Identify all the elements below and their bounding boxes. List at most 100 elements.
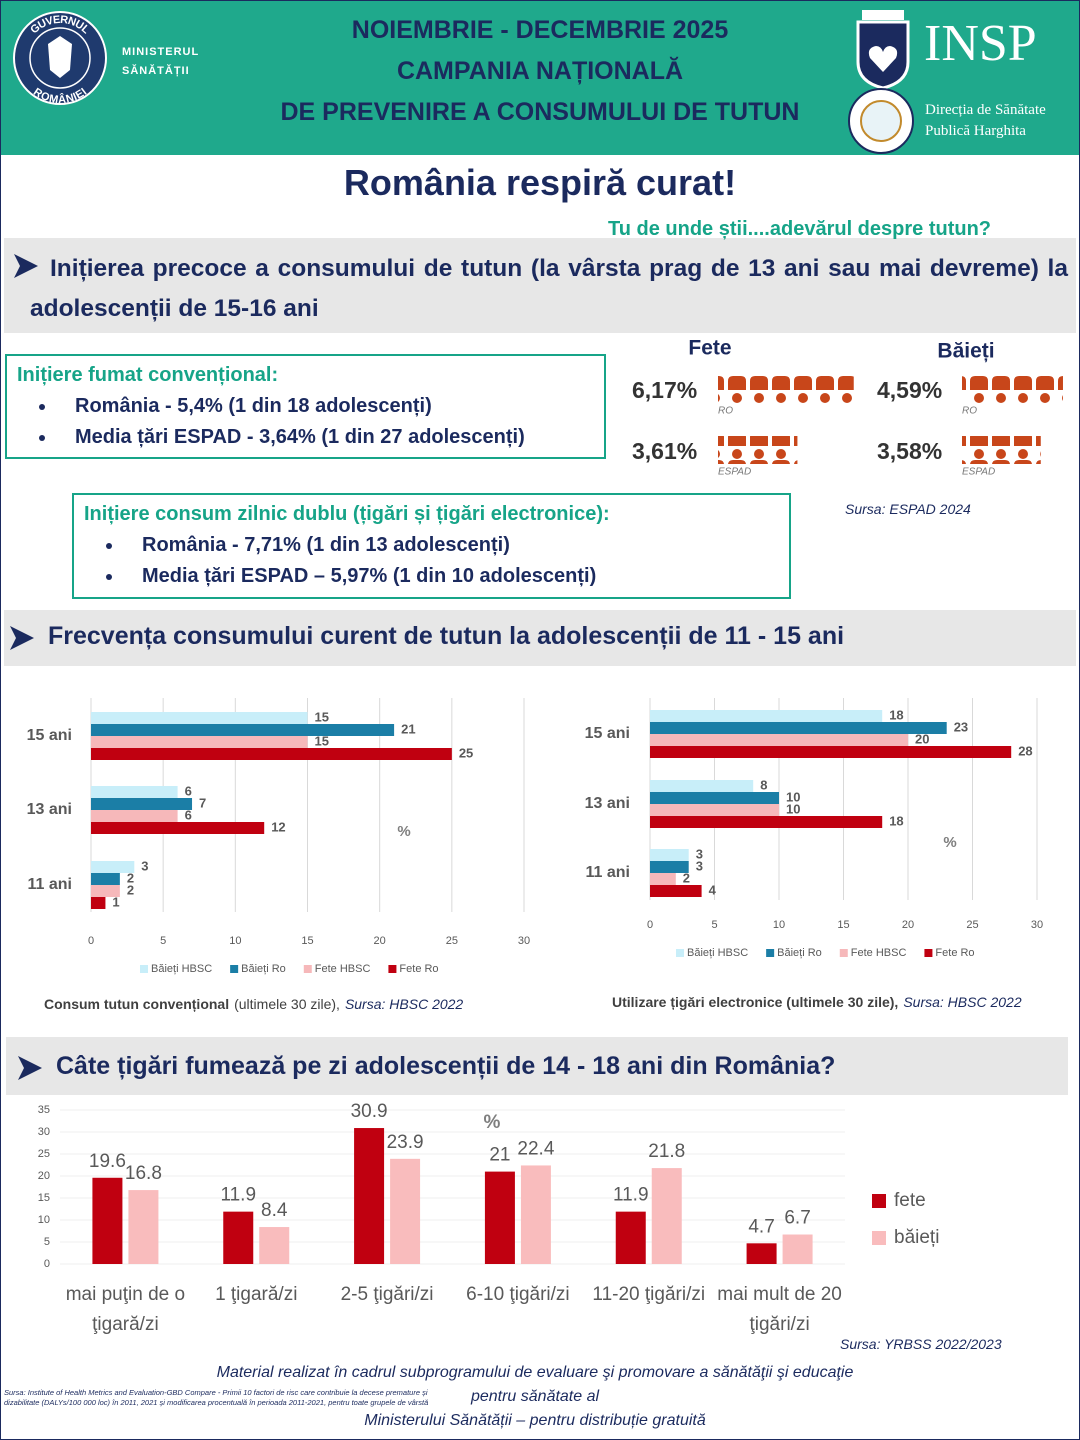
box-item: Media țări ESPAD - 3,64% (1 din 27 adole… <box>57 422 594 453</box>
x-tick-label: mai puţin de o ţigară/zi <box>65 1284 186 1335</box>
legend-label: Băieți HBSC <box>151 963 212 975</box>
value-label: 3 <box>696 858 703 873</box>
footer-note: Sursa: Institute of Health Metrics and E… <box>4 1388 429 1407</box>
bar <box>91 712 308 724</box>
x-tick-label: 25 <box>966 919 978 931</box>
bar <box>484 1171 515 1264</box>
seal-ring <box>29 27 91 89</box>
x-tick-label: 25 <box>446 935 458 947</box>
x-tick-label: 0 <box>647 919 653 931</box>
dsp-name: Direcția de Sănătate Publică Harghita <box>925 100 1046 142</box>
pictogram-title: Fete <box>688 337 731 360</box>
value-label: 2 <box>683 870 690 885</box>
ministry: MINISTERUL SĂNĂTĂȚII <box>122 43 199 81</box>
value-label: 8 <box>760 777 767 792</box>
bar <box>650 873 676 885</box>
value-label: 11.9 <box>220 1185 256 1206</box>
value-label: 10 <box>786 801 800 816</box>
bar <box>91 736 308 748</box>
value-label: 3 <box>696 846 703 861</box>
legend-swatch <box>872 1194 886 1208</box>
legend-label: Băieți Ro <box>777 947 822 959</box>
legend-swatch <box>140 965 148 973</box>
arrow-icon <box>10 626 34 650</box>
annotation: % <box>943 834 956 851</box>
bar <box>91 873 120 885</box>
box-list: România - 7,71% (1 din 13 adolescenți) M… <box>84 530 779 592</box>
x-tick-label: 1 ţigară/zi <box>215 1284 298 1305</box>
bar <box>91 897 106 909</box>
legend-swatch <box>872 1231 886 1245</box>
pictogram-label: ESPAD <box>718 467 751 478</box>
value-label: 18 <box>889 707 903 722</box>
insp-crown <box>862 10 904 20</box>
campaign-line: NOIEMBRIE - DECEMBRIE 2025 <box>351 16 729 44</box>
value-label: 2 <box>127 882 134 897</box>
campaign-line: DE PREVENIRE A CONSUMULUI DE TUTUN <box>280 98 800 126</box>
bar <box>650 849 689 861</box>
insp-name: INSP <box>924 15 1037 72</box>
value-label: 2 <box>127 870 134 885</box>
caption-part: Sursa: HBSC 2022 <box>903 994 1021 1010</box>
bar <box>91 748 452 760</box>
legend-label: băieți <box>894 1227 939 1248</box>
x-tick-label: 20 <box>374 935 386 947</box>
bar <box>650 734 908 746</box>
y-tick-label: 13 ani <box>585 795 630 812</box>
bar <box>91 724 395 736</box>
value-label: 30.9 <box>351 1101 388 1122</box>
bar <box>91 810 178 822</box>
bar <box>650 861 689 873</box>
footer-material: Material realizat în cadrul subprogramul… <box>60 1361 1010 1433</box>
section-heading: Câte țigări fumează pe zi adolescenții d… <box>56 1052 836 1080</box>
value-label: 6.7 <box>784 1208 810 1229</box>
x-tick-label: 5 <box>711 919 717 931</box>
value-label: 21.8 <box>648 1141 685 1162</box>
bar <box>650 722 947 734</box>
info-box: Inițiere fumat convențional: România - 5… <box>5 354 606 459</box>
pictogram-label: RO <box>962 406 977 417</box>
footer-line: Material realizat în cadrul subprogramul… <box>216 1364 854 1381</box>
x-tick-label: 10 <box>773 919 785 931</box>
bar <box>520 1165 551 1264</box>
legend-swatch <box>839 949 848 957</box>
legend-swatch <box>230 965 239 973</box>
value-label: 4 <box>709 882 717 897</box>
legend-swatch <box>303 965 312 973</box>
legend-swatch <box>924 949 933 957</box>
info-box: Inițiere consum zilnic dublu (țigări și … <box>72 493 791 599</box>
box-item: România - 5,4% (1 din 18 adolescenți) <box>57 391 594 422</box>
value-label: 4.7 <box>748 1216 774 1237</box>
x-tick-label: 11-20 ţigări/zi <box>592 1284 706 1305</box>
footer-line: pentru sănătate al <box>470 1388 600 1405</box>
bar <box>746 1243 777 1264</box>
legend-label: Fete Ro <box>399 963 438 975</box>
source: Sursa: YRBSS 2022/2023 <box>840 1336 1002 1352</box>
bar <box>91 786 178 798</box>
seal-text: ROMÂNIEI <box>31 86 89 106</box>
bar <box>223 1211 254 1264</box>
value-label: 21 <box>489 1145 510 1166</box>
bar <box>650 792 779 804</box>
x-tick-label: 30 <box>518 935 530 947</box>
pictogram-value: 6,17% <box>632 377 697 403</box>
y-tick-label: 10 <box>38 1214 50 1226</box>
bar <box>650 804 779 816</box>
value-label: 23 <box>954 719 968 734</box>
dsp-line: Publică Harghita <box>925 123 1026 139</box>
pictogram-title: Băieți <box>937 340 994 363</box>
pictogram-label: ESPAD <box>962 467 995 478</box>
annotation: % <box>484 1112 501 1133</box>
caption-part: (ultimele 30 zile), <box>234 996 340 1012</box>
value-label: 25 <box>459 745 473 760</box>
pictogram-icons <box>962 436 1041 464</box>
x-tick-label: mai mult de 20 ţigări/zi <box>717 1284 842 1335</box>
insp-heart <box>868 46 898 72</box>
y-tick-label: 15 ani <box>585 725 630 742</box>
value-label: 21 <box>401 721 415 736</box>
value-label: 20 <box>915 731 929 746</box>
x-tick-label: 20 <box>902 919 914 931</box>
pictogram-value: 4,59% <box>877 377 942 403</box>
y-tick-label: 30 <box>38 1126 50 1138</box>
